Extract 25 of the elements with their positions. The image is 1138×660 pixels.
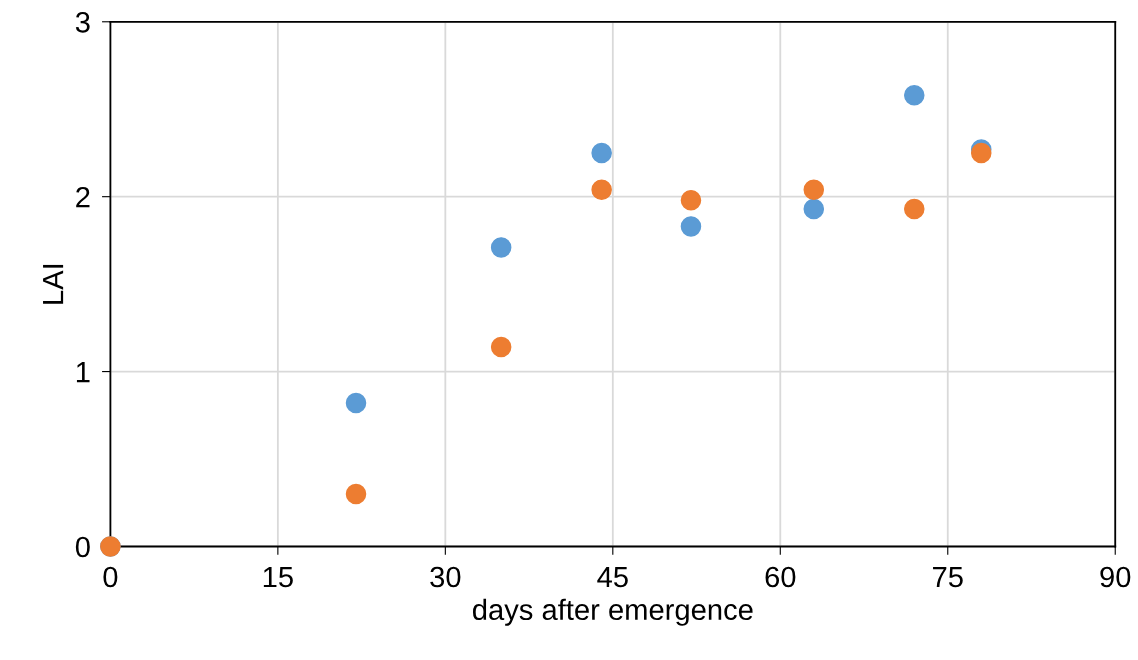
x-tick-label: 90 <box>1100 566 1131 588</box>
point <box>591 179 612 200</box>
point <box>490 336 512 358</box>
point <box>803 198 825 220</box>
point <box>680 189 702 211</box>
point <box>680 216 702 237</box>
y-tick-label: 1 <box>76 362 90 383</box>
y-tick-label: 0 <box>75 536 90 558</box>
y-axis-title: LAI <box>43 264 64 304</box>
x-tick-label: 45 <box>597 567 628 588</box>
x-tick-label: 0 <box>103 566 118 588</box>
y-tick-label: 3 <box>75 11 90 33</box>
point <box>345 483 367 505</box>
x-tick-label: 15 <box>263 567 293 588</box>
x-tick-label: 60 <box>765 566 796 588</box>
point <box>904 198 925 220</box>
x-tick-label: 75 <box>933 567 963 588</box>
point <box>490 237 512 258</box>
point <box>345 392 367 414</box>
point <box>803 179 825 200</box>
x-axis-title: days after emergence <box>473 598 753 626</box>
point <box>591 142 612 164</box>
point <box>904 84 925 106</box>
x-tick-label: 30 <box>430 566 461 588</box>
y-tick-label: 2 <box>76 186 90 208</box>
